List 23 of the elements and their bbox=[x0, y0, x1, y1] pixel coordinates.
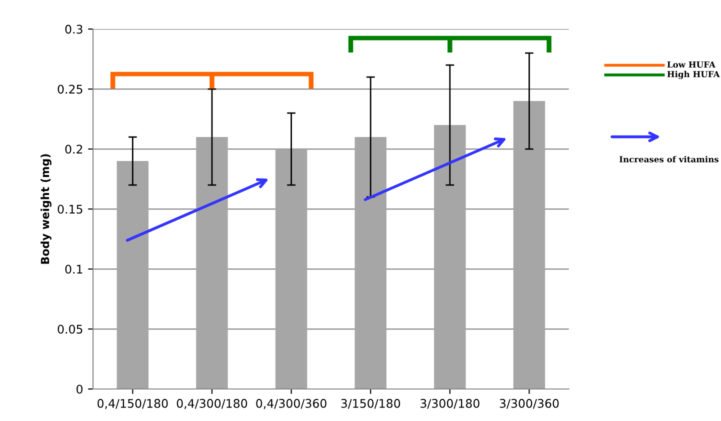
y-tick-label: 0 bbox=[76, 384, 83, 394]
y-tick-label: 0.2 bbox=[65, 144, 82, 154]
bar bbox=[513, 101, 546, 390]
x-tick-label: 3/300/180 bbox=[420, 398, 480, 409]
x-tick-label: 3/150/180 bbox=[341, 398, 400, 409]
text: Increases of vitamins bbox=[619, 156, 718, 162]
x-tick-label: 0,4/300/360 bbox=[256, 398, 326, 410]
y-tick-label: 0.1 bbox=[65, 264, 82, 274]
y-axis-title: Body weight (mg) bbox=[40, 154, 52, 264]
bar bbox=[116, 161, 149, 390]
y-tick-label: 0.3 bbox=[65, 24, 82, 34]
x-tick-label: 3/300/360 bbox=[500, 398, 559, 409]
bar bbox=[354, 137, 386, 390]
bar bbox=[434, 125, 466, 390]
x-tick-label: 0,4/150/180 bbox=[98, 398, 168, 410]
y-tick-label: 0.15 bbox=[58, 204, 82, 214]
y-tick-label: 0.25 bbox=[58, 84, 82, 94]
y-tick-label: 0.05 bbox=[58, 324, 82, 334]
x-tick-label: 0,4/300/180 bbox=[176, 398, 248, 410]
text: High HUFA bbox=[667, 70, 720, 80]
bar bbox=[196, 137, 228, 390]
bar bbox=[275, 149, 308, 390]
text: Low HUFA bbox=[667, 61, 716, 68]
